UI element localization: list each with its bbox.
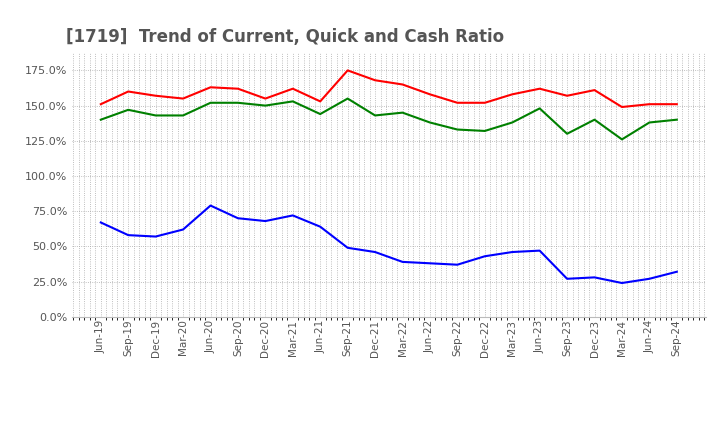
Current Ratio (453, 100, 462, 106)
Current Ratio (590, 88, 599, 93)
Quick Ratio (124, 107, 132, 113)
Cash Ratio (233, 216, 242, 221)
Quick Ratio (508, 120, 516, 125)
Quick Ratio (398, 110, 407, 115)
Cash Ratio (289, 213, 297, 218)
Quick Ratio (645, 120, 654, 125)
Current Ratio (151, 93, 160, 99)
Current Ratio (233, 86, 242, 92)
Cash Ratio (179, 227, 187, 232)
Cash Ratio (316, 224, 325, 229)
Current Ratio (508, 92, 516, 97)
Quick Ratio (618, 137, 626, 142)
Current Ratio (96, 102, 105, 107)
Current Ratio (289, 86, 297, 92)
Current Ratio (124, 89, 132, 94)
Cash Ratio (261, 218, 270, 224)
Current Ratio (206, 84, 215, 90)
Current Ratio (536, 86, 544, 92)
Current Ratio (316, 99, 325, 104)
Cash Ratio (398, 259, 407, 264)
Quick Ratio (151, 113, 160, 118)
Text: [1719]  Trend of Current, Quick and Cash Ratio: [1719] Trend of Current, Quick and Cash … (66, 28, 504, 46)
Current Ratio (261, 96, 270, 101)
Current Ratio (645, 102, 654, 107)
Line: Current Ratio: Current Ratio (101, 70, 677, 107)
Current Ratio (618, 104, 626, 110)
Cash Ratio (672, 269, 681, 275)
Quick Ratio (672, 117, 681, 122)
Quick Ratio (371, 113, 379, 118)
Cash Ratio (536, 248, 544, 253)
Cash Ratio (426, 260, 434, 266)
Cash Ratio (206, 203, 215, 208)
Line: Cash Ratio: Cash Ratio (101, 205, 677, 283)
Current Ratio (398, 82, 407, 87)
Cash Ratio (563, 276, 572, 282)
Line: Quick Ratio: Quick Ratio (101, 99, 677, 139)
Current Ratio (426, 92, 434, 97)
Cash Ratio (480, 253, 489, 259)
Quick Ratio (453, 127, 462, 132)
Current Ratio (371, 77, 379, 83)
Cash Ratio (645, 276, 654, 282)
Quick Ratio (590, 117, 599, 122)
Cash Ratio (124, 232, 132, 238)
Quick Ratio (426, 120, 434, 125)
Cash Ratio (508, 249, 516, 255)
Quick Ratio (96, 117, 105, 122)
Cash Ratio (371, 249, 379, 255)
Quick Ratio (179, 113, 187, 118)
Quick Ratio (206, 100, 215, 106)
Quick Ratio (289, 99, 297, 104)
Current Ratio (179, 96, 187, 101)
Cash Ratio (590, 275, 599, 280)
Quick Ratio (316, 111, 325, 117)
Quick Ratio (563, 131, 572, 136)
Quick Ratio (343, 96, 352, 101)
Current Ratio (480, 100, 489, 106)
Cash Ratio (453, 262, 462, 268)
Cash Ratio (618, 280, 626, 286)
Current Ratio (343, 68, 352, 73)
Cash Ratio (343, 245, 352, 250)
Current Ratio (672, 102, 681, 107)
Quick Ratio (261, 103, 270, 108)
Current Ratio (563, 93, 572, 99)
Cash Ratio (96, 220, 105, 225)
Quick Ratio (233, 100, 242, 106)
Quick Ratio (480, 128, 489, 134)
Quick Ratio (536, 106, 544, 111)
Cash Ratio (151, 234, 160, 239)
